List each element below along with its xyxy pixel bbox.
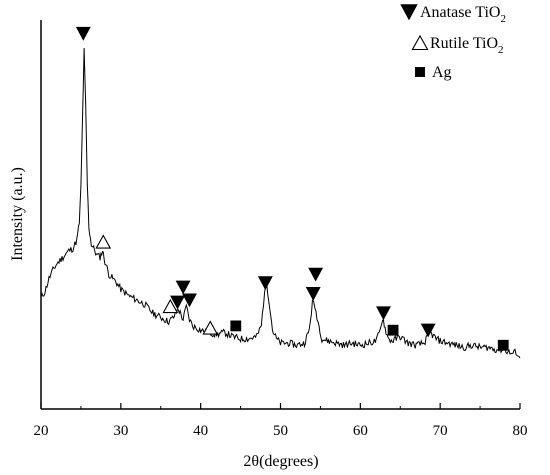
legend-label-rutile-text: Rutile TiO [430, 35, 498, 52]
y-axis-label: Intensity (a.u.) [9, 167, 26, 261]
peak-marker-filled-down-triangle-3 [170, 295, 185, 310]
legend-label-ag: Ag [432, 64, 452, 81]
peak-marker-filled-down-triangle-13 [420, 323, 436, 338]
legend-label-anatase: Anatase TiO2 [420, 4, 506, 25]
peak-marker-open-up-triangle-6 [202, 320, 219, 335]
x-tick-label-80: 80 [513, 423, 528, 439]
legend: Anatase TiO2 Rutile TiO2 Ag [400, 4, 506, 81]
legend-ag-marker-icon [415, 67, 425, 77]
xrd-pattern-line [40, 47, 521, 359]
peak-marker-filled-square-14 [497, 339, 509, 351]
peak-marker-filled-down-triangle-4 [175, 280, 191, 295]
legend-label-anatase-subscript: 2 [500, 13, 506, 25]
peak-marker-filled-down-triangle-9 [305, 287, 321, 301]
x-tick-label-20: 20 [34, 423, 49, 439]
x-tick-label-30: 30 [113, 423, 128, 439]
x-ticks [40, 403, 521, 409]
peak-marker-filled-down-triangle-5 [182, 293, 197, 308]
legend-label-ag-text: Ag [432, 64, 452, 81]
x-axis-label: 2θ(degrees) [243, 453, 318, 470]
peak-markers [75, 26, 509, 351]
peak-marker-filled-down-triangle-0 [75, 26, 91, 41]
legend-rutile-marker-icon [411, 34, 429, 51]
legend-markers [400, 4, 429, 77]
legend-label-anatase-text: Anatase TiO [420, 4, 500, 21]
x-tick-labels: 20 30 40 50 60 70 80 [34, 423, 528, 439]
legend-anatase-marker-icon [400, 4, 418, 21]
peak-marker-filled-down-triangle-10 [308, 267, 324, 282]
peak-marker-open-up-triangle-2 [162, 298, 179, 314]
legend-label-rutile-subscript: 2 [498, 44, 504, 56]
x-tick-label-60: 60 [353, 423, 368, 439]
x-tick-label-70: 70 [433, 423, 448, 439]
peak-marker-filled-down-triangle-8 [257, 276, 273, 291]
peak-marker-open-up-triangle-1 [95, 234, 112, 249]
peak-marker-filled-down-triangle-11 [376, 306, 391, 321]
peak-marker-filled-square-12 [387, 324, 399, 336]
x-tick-label-50: 50 [273, 423, 288, 439]
peak-marker-filled-square-7 [230, 320, 242, 332]
x-tick-label-40: 40 [193, 423, 208, 439]
legend-label-rutile: Rutile TiO2 [430, 35, 504, 56]
